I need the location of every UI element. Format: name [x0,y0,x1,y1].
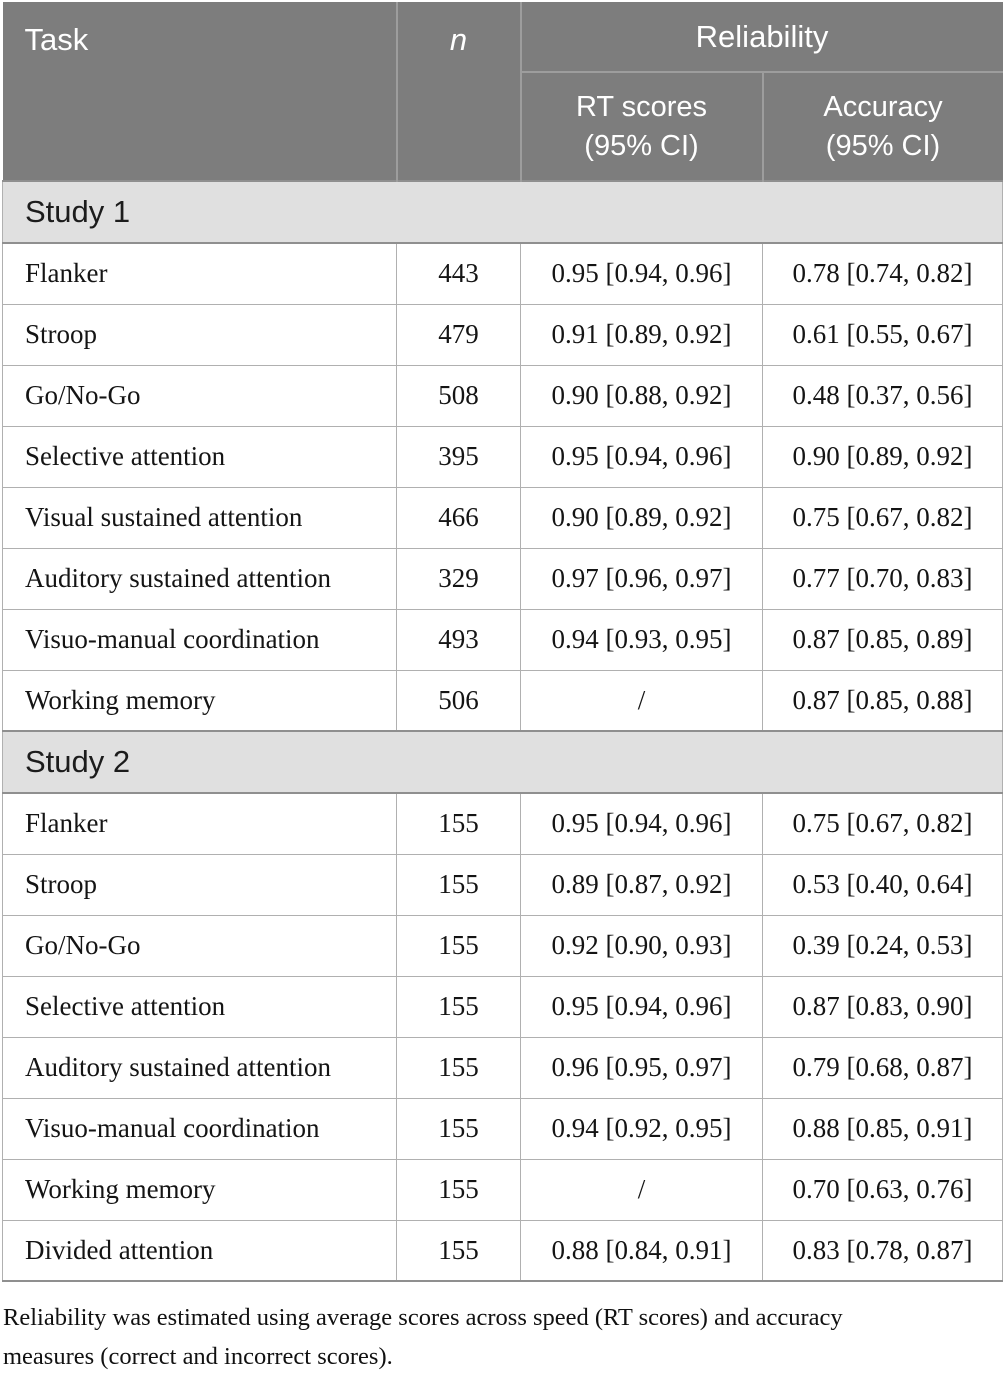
task-cell: Stroop [2,303,397,366]
rt-score-cell: 0.95 [0.94, 0.96] [520,792,763,855]
table-row: Go/No-Go 155 0.92 [0.90, 0.93] 0.39 [0.24, … [2,914,1004,977]
accuracy-cell: 0.87 [0.85, 0.88] [761,669,1004,732]
column-header-rt-scores: RT scores (95% CI) [520,72,764,181]
table-row: Auditory sustained attention 329 0.97 [0.9… [2,547,1004,610]
rt-score-cell: 0.97 [0.96, 0.97] [520,547,763,610]
table-row: Selective attention 155 0.95 [0.94, 0.96] 0… [2,975,1004,1038]
accuracy-cell: 0.90 [0.89, 0.92] [761,425,1004,488]
rt-score-cell: / [520,669,763,732]
rt-score-cell: / [520,1158,763,1221]
section-label: Study 1 [1,180,1004,244]
header-row-sub: RT scores (95% CI) Accuracy (95% CI) [3,72,1003,181]
accuracy-cell: 0.75 [0.67, 0.82] [761,792,1004,855]
task-cell: Flanker [2,242,397,305]
n-cell: 395 [396,425,521,488]
task-cell: Selective attention [2,425,397,488]
accuracy-cell: 0.48 [0.37, 0.56] [761,364,1004,427]
table-body: Study 1 Flanker 443 0.95 [0.94, 0.96] 0.78 [… [1,180,1004,1282]
table-row: Stroop 479 0.91 [0.89, 0.92] 0.61 [0.55, 0.… [2,303,1004,366]
rt-score-cell: 0.94 [0.92, 0.95] [520,1097,763,1160]
table-row: Flanker 155 0.95 [0.94, 0.96] 0.75 [0.67, 0… [2,792,1004,855]
section-label: Study 2 [1,730,1004,794]
n-cell: 508 [396,364,521,427]
table-row: Visual sustained attention 466 0.90 [0.89,… [2,486,1004,549]
n-cell: 155 [396,1036,521,1099]
task-cell: Selective attention [2,975,397,1038]
table-row: Stroop 155 0.89 [0.87, 0.92] 0.53 [0.40, 0.… [2,853,1004,916]
accuracy-cell: 0.39 [0.24, 0.53] [761,914,1004,977]
rt-score-cell: 0.90 [0.89, 0.92] [520,486,763,549]
n-cell: 329 [396,547,521,610]
accuracy-cell: 0.75 [0.67, 0.82] [761,486,1004,549]
task-cell: Working memory [2,1158,397,1221]
n-cell: 155 [396,914,521,977]
task-cell: Auditory sustained attention [2,1036,397,1099]
task-cell: Go/No-Go [2,914,397,977]
table-row: Visuo-manual coordination 155 0.94 [0.92, … [2,1097,1004,1160]
n-cell: 155 [396,1158,521,1221]
table-row: Auditory sustained attention 155 0.96 [0.9… [2,1036,1004,1099]
accuracy-cell: 0.87 [0.83, 0.90] [761,975,1004,1038]
accuracy-cell: 0.78 [0.74, 0.82] [761,242,1004,305]
accuracy-cell: 0.77 [0.70, 0.83] [761,547,1004,610]
column-header-task: Task [2,2,398,181]
table-row: Go/No-Go 508 0.90 [0.88, 0.92] 0.48 [0.37, … [2,364,1004,427]
task-cell: Divided attention [2,1219,397,1282]
rt-score-cell: 0.96 [0.95, 0.97] [520,1036,763,1099]
task-cell: Working memory [2,669,397,732]
section-header-row: Study 1 [1,180,1004,244]
accuracy-cell: 0.53 [0.40, 0.64] [761,853,1004,916]
rt-score-cell: 0.95 [0.94, 0.96] [520,975,763,1038]
n-cell: 443 [396,242,521,305]
n-cell: 155 [396,853,521,916]
table-footnote: Reliability was estimated using average … [3,1304,843,1370]
accuracy-cell: 0.61 [0.55, 0.67] [761,303,1004,366]
rt-score-cell: 0.92 [0.90, 0.93] [520,914,763,977]
rt-score-cell: 0.94 [0.93, 0.95] [520,608,763,671]
table-row: Working memory 506/0.87 [0.85, 0.88] [2,669,1004,732]
column-header-accuracy: Accuracy (95% CI) [762,72,1003,181]
accuracy-cell: 0.87 [0.85, 0.89] [761,608,1004,671]
column-header-reliability: Reliability [520,2,1003,73]
n-cell: 155 [396,1219,521,1282]
rt-score-cell: 0.88 [0.84, 0.91] [520,1219,763,1282]
table-header: Task n Reliability RT scores (95% CI) Ac… [2,2,1003,181]
rt-score-cell: 0.95 [0.94, 0.96] [520,242,763,305]
n-cell: 466 [396,486,521,549]
table-row: Divided attention 155 0.88 [0.84, 0.91] 0.8… [2,1219,1004,1282]
n-cell: 493 [396,608,521,671]
task-cell: Flanker [2,792,397,855]
reliability-table: Task n Reliability RT scores (95% CI) Ac… [1,2,1004,1282]
section-header-row: Study 2 [1,730,1004,794]
rt-score-cell: 0.89 [0.87, 0.92] [520,853,763,916]
task-cell: Stroop [2,853,397,916]
accuracy-cell: 0.88 [0.85, 0.91] [761,1097,1004,1160]
header-row-top: Task n Reliability [2,2,1003,181]
rt-score-cell: 0.90 [0.88, 0.92] [520,364,763,427]
task-cell: Go/No-Go [2,364,397,427]
n-cell: 506 [396,669,521,732]
table-row: Flanker 443 0.95 [0.94, 0.96] 0.78 [0.74, 0… [2,242,1004,305]
task-cell: Visuo-manual coordination [2,1097,397,1160]
n-cell: 155 [396,792,521,855]
table-row: Working memory 155/0.70 [0.63, 0.76] [2,1158,1004,1221]
n-cell: 479 [396,303,521,366]
task-cell: Visual sustained attention [2,486,397,549]
n-cell: 155 [396,975,521,1038]
rt-score-cell: 0.91 [0.89, 0.92] [520,303,763,366]
n-cell: 155 [396,1097,521,1160]
task-cell: Auditory sustained attention [2,547,397,610]
table-row: Selective attention 395 0.95 [0.94, 0.96] 0… [2,425,1004,488]
accuracy-cell: 0.79 [0.68, 0.87] [761,1036,1004,1099]
task-cell: Visuo-manual coordination [2,608,397,671]
accuracy-cell: 0.70 [0.63, 0.76] [761,1158,1004,1221]
column-header-n: n [396,2,522,181]
rt-score-cell: 0.95 [0.94, 0.96] [520,425,763,488]
accuracy-cell: 0.83 [0.78, 0.87] [761,1219,1004,1282]
table-row: Visuo-manual coordination 493 0.94 [0.93, … [2,608,1004,671]
